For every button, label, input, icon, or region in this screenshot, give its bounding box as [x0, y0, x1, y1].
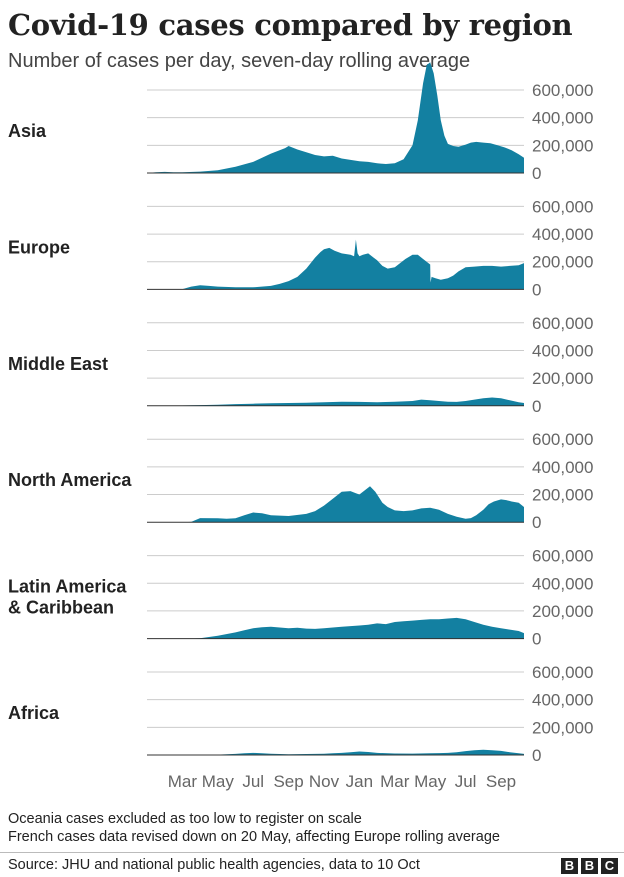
regional-area-charts: 0 200,000 400,000 600,000 Asia 0 200,000 400,00…	[8, 62, 593, 791]
x-tick-label: Sep	[273, 772, 303, 791]
chart-subtitle: Number of cases per day, seven-day rolli…	[8, 50, 471, 72]
y-tick-label: 400,000	[532, 691, 593, 710]
x-tick-label: Sep	[486, 772, 516, 791]
x-tick-label: May	[414, 772, 447, 791]
area-middle-east	[147, 397, 524, 406]
y-tick-label: 600,000	[532, 663, 593, 682]
y-tick-label: 400,000	[532, 341, 593, 360]
y-tick-label: 600,000	[532, 430, 593, 449]
x-tick-label: Jan	[346, 772, 373, 791]
y-tick-label: 0	[532, 513, 541, 532]
region-label-latin-america-caribbean: Latin America	[8, 577, 127, 597]
region-label-middle-east: Middle East	[8, 354, 108, 374]
x-tick-label: Mar	[380, 772, 410, 791]
y-tick-label: 200,000	[532, 486, 593, 505]
y-tick-label: 0	[532, 164, 541, 183]
y-tick-label: 200,000	[532, 136, 593, 155]
footer-divider	[0, 852, 624, 853]
y-tick-label: 0	[532, 630, 541, 649]
area-north-america	[147, 486, 524, 523]
y-tick-label: 400,000	[532, 109, 593, 128]
region-label-africa: Africa	[8, 703, 60, 723]
note-french-revision: French cases data revised down on 20 May…	[8, 829, 500, 845]
x-tick-label: Jul	[242, 772, 264, 791]
y-tick-label: 0	[532, 280, 541, 299]
area-africa	[147, 749, 524, 755]
x-tick-label: Nov	[309, 772, 340, 791]
y-tick-label: 400,000	[532, 574, 593, 593]
region-label-north-america: North America	[8, 470, 132, 490]
area-latin-america-caribbean	[147, 617, 524, 639]
region-label-latin-america-caribbean: & Caribbean	[8, 598, 114, 618]
y-tick-label: 200,000	[532, 253, 593, 272]
x-tick-label: May	[202, 772, 235, 791]
bbc-logo: B B C	[561, 858, 618, 874]
y-tick-label: 600,000	[532, 197, 593, 216]
bbc-logo-letter: B	[581, 858, 598, 874]
y-tick-label: 400,000	[532, 225, 593, 244]
source-text: Source: JHU and national public health a…	[8, 857, 420, 873]
area-asia	[147, 62, 524, 173]
y-tick-label: 200,000	[532, 718, 593, 737]
area-europe	[147, 239, 524, 290]
y-tick-label: 600,000	[532, 547, 593, 566]
y-tick-label: 600,000	[532, 314, 593, 333]
y-tick-label: 400,000	[532, 458, 593, 477]
page-title: Covid-19 cases compared by region	[8, 8, 573, 42]
y-tick-label: 200,000	[532, 602, 593, 621]
x-tick-label: Mar	[168, 772, 198, 791]
y-tick-label: 200,000	[532, 369, 593, 388]
region-label-europe: Europe	[8, 237, 70, 257]
bbc-logo-letter: B	[561, 858, 578, 874]
note-oceania: Oceania cases excluded as too low to reg…	[8, 811, 362, 827]
y-tick-label: 0	[532, 397, 541, 416]
region-label-asia: Asia	[8, 121, 47, 141]
bbc-logo-letter: C	[601, 858, 618, 874]
y-tick-label: 600,000	[532, 81, 593, 100]
y-tick-label: 0	[532, 746, 541, 765]
x-tick-label: Jul	[455, 772, 477, 791]
